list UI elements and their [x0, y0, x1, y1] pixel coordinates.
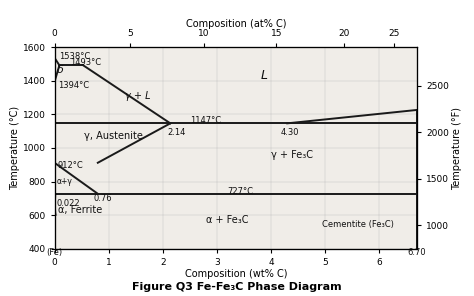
Text: α, Ferrite: α, Ferrite — [58, 205, 102, 215]
Text: (Fe): (Fe) — [46, 248, 63, 257]
Text: γ, Austenite: γ, Austenite — [84, 131, 143, 141]
Y-axis label: Temperature (°C): Temperature (°C) — [9, 106, 20, 190]
Text: L: L — [260, 69, 267, 82]
Text: 6.70: 6.70 — [408, 248, 427, 257]
Text: 1394°C: 1394°C — [58, 81, 89, 91]
Text: Cementite (Fe₃C): Cementite (Fe₃C) — [322, 220, 394, 229]
Text: 0.76: 0.76 — [93, 194, 112, 203]
Y-axis label: Temperature (°F): Temperature (°F) — [452, 107, 462, 189]
Text: 0.022: 0.022 — [57, 199, 80, 208]
Text: δ: δ — [57, 65, 64, 75]
X-axis label: Composition (at% C): Composition (at% C) — [185, 19, 286, 28]
Text: γ + Fe₃C: γ + Fe₃C — [271, 150, 313, 160]
Text: γ + L: γ + L — [125, 91, 150, 101]
Text: 4.30: 4.30 — [281, 128, 299, 136]
Text: 1147°C: 1147°C — [190, 116, 221, 125]
X-axis label: Composition (wt% C): Composition (wt% C) — [184, 269, 287, 279]
Text: 1493°C: 1493°C — [70, 58, 101, 67]
Text: 1538°C: 1538°C — [59, 52, 90, 61]
Text: 2.14: 2.14 — [167, 128, 185, 136]
Text: 912°C: 912°C — [58, 161, 83, 170]
Text: α+γ: α+γ — [56, 177, 72, 186]
Text: 727°C: 727°C — [228, 187, 254, 196]
Text: Figure Q3 Fe-Fe₃C Phase Diagram: Figure Q3 Fe-Fe₃C Phase Diagram — [132, 282, 342, 292]
Text: α + Fe₃C: α + Fe₃C — [206, 215, 248, 225]
